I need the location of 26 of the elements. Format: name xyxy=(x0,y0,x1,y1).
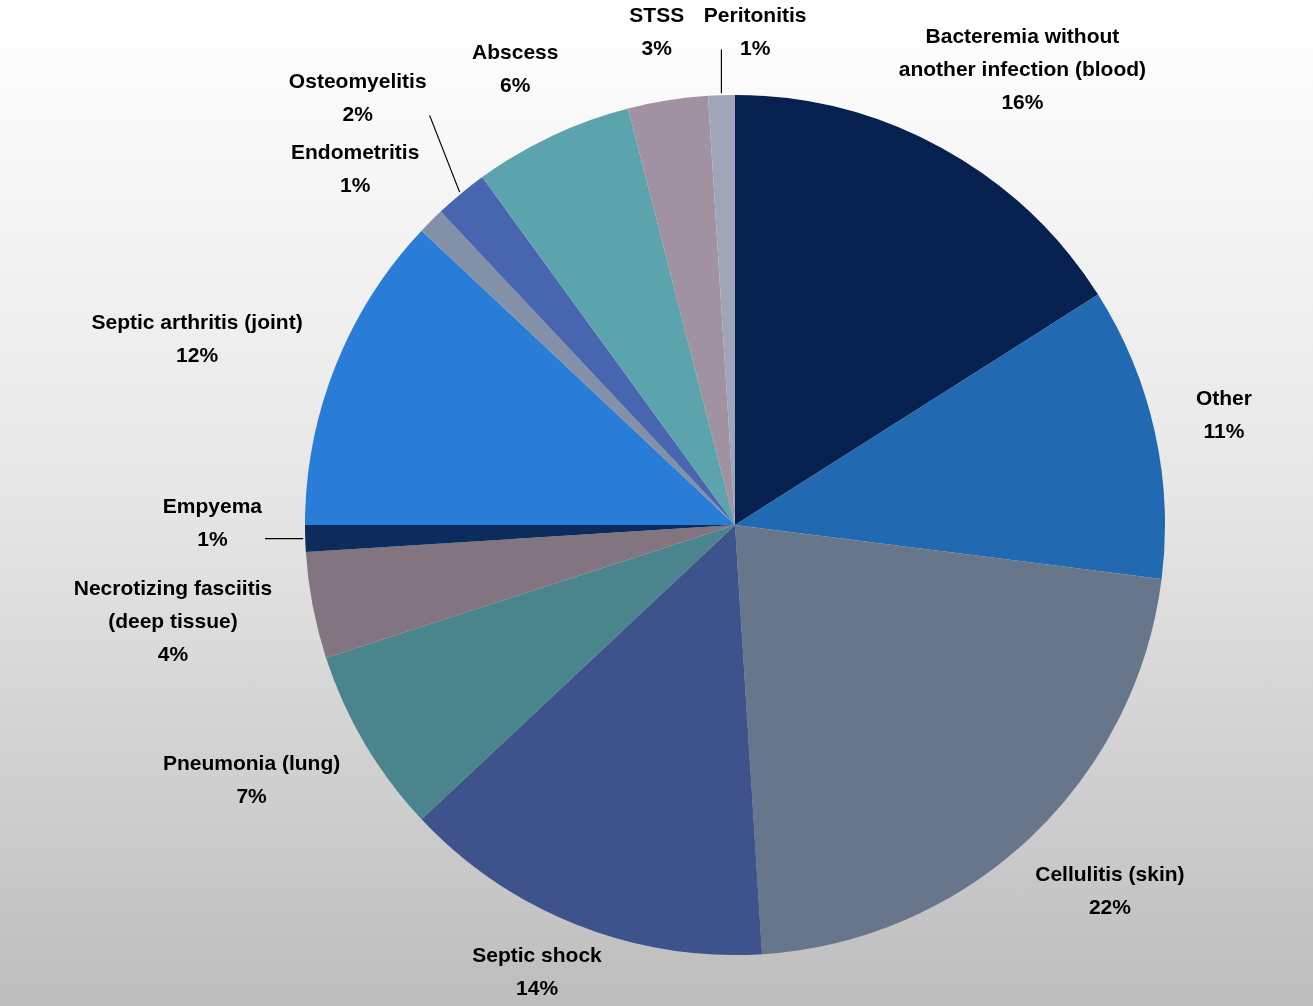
slice-label: Abscess xyxy=(472,40,559,64)
data-label: 4% xyxy=(157,642,189,666)
data-label: 1% xyxy=(197,526,228,550)
data-label: 3% xyxy=(641,36,673,60)
slice-label: Osteomyelitis xyxy=(288,69,427,93)
data-label: 7% xyxy=(236,784,268,808)
slice-label: Bacteremia without another infection (blood) xyxy=(898,23,1147,80)
slice-label: Pneumonia (lung) xyxy=(162,751,341,775)
data-label: 22% xyxy=(1088,894,1132,918)
slice-label: Peritonitis xyxy=(703,3,807,27)
slice-label: Septic shock xyxy=(472,943,603,967)
slice-label: Septic arthritis (joint) xyxy=(91,310,303,334)
data-label: 1% xyxy=(739,36,771,60)
slice-label: STSS xyxy=(629,3,685,27)
data-label: 16% xyxy=(1001,89,1044,113)
slice-label: Endometritis xyxy=(290,139,420,163)
data-label: 2% xyxy=(342,102,374,126)
slice-label: Cellulitis (skin) xyxy=(1035,861,1185,885)
data-label: 12% xyxy=(176,343,219,367)
data-label: 1% xyxy=(339,172,371,196)
data-label: 11% xyxy=(1203,418,1245,442)
slice-label: Other xyxy=(1195,385,1252,409)
slice-label: Empyema xyxy=(162,493,263,517)
slice-label: Necrotizing fasciitis (deep tissue) xyxy=(73,576,273,633)
data-label: 6% xyxy=(500,73,531,97)
data-label: 14% xyxy=(516,976,559,1000)
